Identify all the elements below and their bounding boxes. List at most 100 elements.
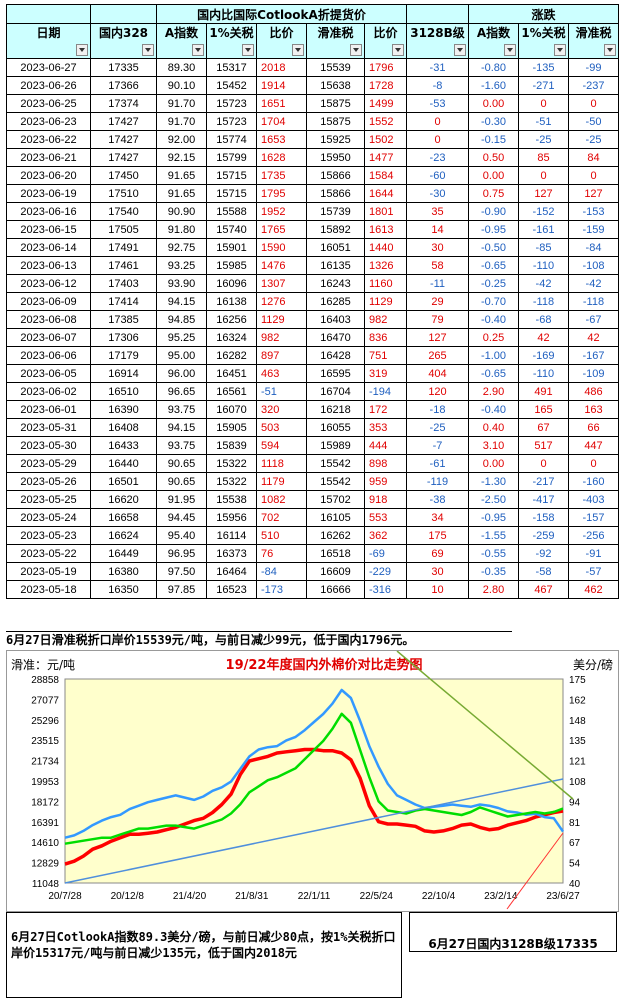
filter-dropdown-button[interactable] <box>292 44 304 56</box>
table-cell: -158 <box>518 508 569 527</box>
table-cell: 15866 <box>306 184 365 203</box>
table-cell: 959 <box>364 472 407 491</box>
table-cell: 120 <box>406 382 469 401</box>
table-cell: -92 <box>518 544 569 563</box>
filter-dropdown-button[interactable] <box>454 44 466 56</box>
table-cell: 17403 <box>90 274 157 293</box>
table-cell: 2023-06-15 <box>6 220 91 239</box>
column-header-label: 3128B级 <box>410 26 465 40</box>
table-cell: 1765 <box>256 220 307 239</box>
left-tick-label: 16391 <box>31 818 59 829</box>
table-cell: 15950 <box>306 148 365 167</box>
table-cell: 94.45 <box>156 508 207 527</box>
slide-tax-note: 6月27日滑准税折口岸价15539元/吨，与前日减少99元，低于国内1796元。 <box>6 631 512 649</box>
table-cell: 17414 <box>90 292 157 311</box>
table-cell: 76 <box>256 544 307 563</box>
table-cell: -57 <box>568 562 619 581</box>
table-cell: 15452 <box>206 76 257 95</box>
table-cell: 15956 <box>206 508 257 527</box>
filter-dropdown-button[interactable] <box>604 44 616 56</box>
table-row: 2023-06-08 17385 94.85 16256 1129 16403 982 79-… <box>6 310 619 329</box>
table-row: 2023-06-21 17427 92.15 15799 1628 15950 1477 -2… <box>6 148 619 167</box>
table-cell: 1129 <box>364 292 407 311</box>
table-cell: 2023-06-02 <box>6 382 91 401</box>
filter-dropdown-button[interactable] <box>76 44 88 56</box>
table-cell: 15723 <box>206 112 257 131</box>
table-cell: 15866 <box>306 166 365 185</box>
filter-dropdown-button[interactable] <box>242 44 254 56</box>
table-cell: 16433 <box>90 436 157 455</box>
right-tick-label: 148 <box>569 716 586 727</box>
filter-dropdown-button[interactable] <box>350 44 362 56</box>
table-cell: 1307 <box>256 274 307 293</box>
domestic-3128b-note: 6月27日国内3128B级17335 <box>409 912 617 952</box>
table-cell: -229 <box>364 562 407 581</box>
table-cell: 15588 <box>206 202 257 221</box>
table-cell: 265 <box>406 346 469 365</box>
table-cell: 2023-06-07 <box>6 328 91 347</box>
table-cell: 17179 <box>90 346 157 365</box>
table-cell: -157 <box>568 508 619 527</box>
column-header-label: 1%关税 <box>521 26 566 40</box>
table-cell: -68 <box>518 310 569 329</box>
table-cell: -1.00 <box>468 346 519 365</box>
table-cell: -84 <box>568 238 619 257</box>
column-header-label: 比价 <box>373 26 398 40</box>
table-cell: -417 <box>518 490 569 509</box>
table-cell: 2.90 <box>468 382 519 401</box>
table-cell: -23 <box>406 148 469 167</box>
filter-dropdown-button[interactable] <box>392 44 404 56</box>
filter-dropdown-button[interactable] <box>142 44 154 56</box>
table-cell: -161 <box>518 220 569 239</box>
table-cell: 17427 <box>90 112 157 131</box>
table-cell: 0.40 <box>468 418 519 437</box>
table-cell: -256 <box>568 526 619 545</box>
table-cell: -67 <box>568 310 619 329</box>
table-cell: 10 <box>406 580 469 599</box>
table-cell: 15322 <box>206 454 257 473</box>
filter-dropdown-button[interactable] <box>554 44 566 56</box>
table-cell: 0 <box>518 166 569 185</box>
table-cell: 92.15 <box>156 148 207 167</box>
table-cell: 34 <box>406 508 469 527</box>
table-cell: 93.75 <box>156 436 207 455</box>
table-cell: 0 <box>518 454 569 473</box>
table-cell: 16105 <box>306 508 365 527</box>
table-cell: 16470 <box>306 328 365 347</box>
filter-dropdown-button[interactable] <box>504 44 516 56</box>
table-cell: 16403 <box>306 310 365 329</box>
a-index-note: 6月27日CotlookA指数89.3美分/磅，与前日减少80点，按1%关税折口… <box>6 912 402 998</box>
table-cell: -159 <box>568 220 619 239</box>
table-cell: 93.75 <box>156 400 207 419</box>
table-cell: 1440 <box>364 238 407 257</box>
table-cell: 2023-05-24 <box>6 508 91 527</box>
filter-dropdown-button[interactable] <box>192 44 204 56</box>
table-cell: 15322 <box>206 472 257 491</box>
table-cell: 2023-06-12 <box>6 274 91 293</box>
table-cell: 17385 <box>90 310 157 329</box>
table-cell: -118 <box>518 292 569 311</box>
price-trend-chart: 19/22年度国内外棉价对比走势图 滑准：元/吨 美分/磅 28858 27077 252… <box>6 650 619 912</box>
x-tick-label: 20/7/28 <box>48 891 82 902</box>
right-tick-label: 81 <box>569 818 581 829</box>
column-header: 比价 <box>256 23 307 59</box>
table-cell: 1613 <box>364 220 407 239</box>
right-tick-label: 54 <box>569 859 581 870</box>
table-cell: 17450 <box>90 166 157 185</box>
table-cell: 447 <box>568 436 619 455</box>
table-row: 2023-06-20 17450 91.65 15715 1735 15866 1584 -6… <box>6 166 619 185</box>
table-cell: 90.65 <box>156 472 207 491</box>
table-cell: 491 <box>518 382 569 401</box>
column-header: 滑准税 <box>306 23 365 59</box>
table-cell: 15989 <box>306 436 365 455</box>
right-tick-label: 135 <box>569 736 586 747</box>
table-cell: 897 <box>256 346 307 365</box>
table-cell: 91.70 <box>156 94 207 113</box>
table-cell: 30 <box>406 238 469 257</box>
table-cell: 836 <box>364 328 407 347</box>
table-cell: 1914 <box>256 76 307 95</box>
table-row: 2023-06-19 17510 91.65 15715 1795 15866 1644 -3… <box>6 184 619 203</box>
table-row: 2023-05-30 16433 93.75 15839 594 15989 444 -7 3.… <box>6 436 619 455</box>
table-cell: -0.70 <box>468 292 519 311</box>
table-cell: 97.50 <box>156 562 207 581</box>
